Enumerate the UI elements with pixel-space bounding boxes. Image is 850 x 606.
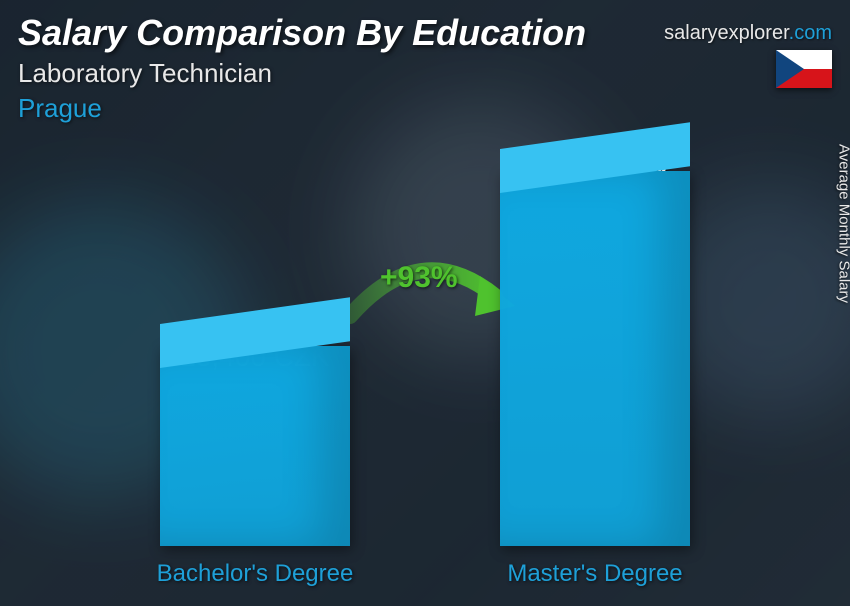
chart: +93% 25,400 CZK Bachelor's Degree 49,000… bbox=[0, 136, 810, 606]
bar-label-1: Bachelor's Degree bbox=[140, 560, 370, 588]
delta-badge: +93% bbox=[380, 261, 458, 295]
bar-front-1 bbox=[160, 346, 350, 546]
job-title: Laboratory Technician bbox=[18, 58, 832, 89]
brand-logo: salaryexplorer.com bbox=[664, 22, 832, 45]
brand-accent: .com bbox=[789, 22, 832, 44]
flag-icon bbox=[776, 50, 832, 88]
bar-2 bbox=[500, 171, 690, 546]
bar-label-2: Master's Degree bbox=[480, 560, 710, 588]
bar-1 bbox=[160, 346, 350, 546]
location: Prague bbox=[18, 93, 832, 124]
y-axis-label: Average Monthly Salary bbox=[836, 144, 850, 303]
bar-front-2 bbox=[500, 171, 690, 546]
